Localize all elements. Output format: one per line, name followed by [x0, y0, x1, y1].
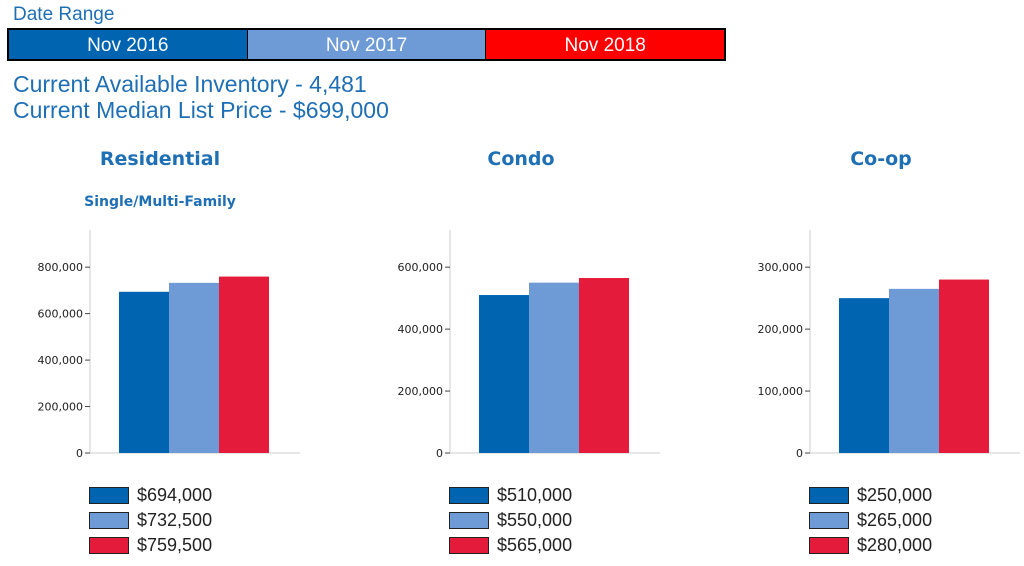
y-tick-label: 0 [436, 447, 443, 460]
y-tick-label: 600,000 [38, 308, 84, 321]
legend-label: $732,500 [137, 510, 213, 530]
period-nov-2018[interactable]: Nov 2018 [485, 30, 725, 59]
y-tick-label: 800,000 [38, 261, 84, 274]
y-tick-label: 100,000 [758, 385, 804, 398]
legend-swatch [89, 487, 129, 504]
bar-nov-2016 [119, 291, 169, 453]
legend-item: $694,000 [89, 483, 212, 508]
legend-item: $550,000 [449, 508, 572, 533]
bar-nov-2018 [579, 278, 629, 453]
chart-title: Condo [487, 148, 555, 170]
chart-co-op: 0 100,000 200,000 300,000 [758, 230, 1020, 460]
y-tick-label: 200,000 [758, 323, 804, 336]
legend-label: $550,000 [497, 510, 573, 530]
legend-item: $732,500 [89, 508, 212, 533]
median-price-text: Current Median List Price - $699,000 [13, 97, 389, 123]
period-nov-2017[interactable]: Nov 2017 [246, 30, 486, 59]
legend-item: $265,000 [809, 508, 932, 533]
legend-swatch [449, 512, 489, 529]
bar-nov-2018 [219, 276, 269, 453]
y-tick-label: 400,000 [38, 354, 84, 367]
legend-swatch [809, 487, 849, 504]
legend-label: $694,000 [137, 485, 213, 505]
legend-label: $265,000 [857, 510, 933, 530]
y-tick-label: 0 [76, 447, 83, 460]
bar-nov-2017 [529, 282, 579, 453]
legend-item: $280,000 [809, 533, 932, 558]
legend-item: $250,000 [809, 483, 932, 508]
legend-item: $565,000 [449, 533, 572, 558]
legend-swatch [89, 537, 129, 554]
chart-title: Residential [99, 148, 221, 170]
legend-item: $510,000 [449, 483, 572, 508]
chart-condo: 0 200,000 400,000 600,000 [398, 230, 660, 460]
legend-swatch [809, 512, 849, 529]
bar-nov-2018 [939, 279, 989, 453]
bar-nov-2017 [889, 288, 939, 453]
period-nov-2016[interactable]: Nov 2016 [9, 30, 247, 59]
bar-nov-2016 [839, 298, 889, 453]
y-tick-label: 200,000 [38, 401, 84, 414]
legend-label: $759,500 [137, 535, 213, 555]
legend-item: $759,500 [89, 533, 212, 558]
y-tick-label: 400,000 [398, 323, 444, 336]
date-range-bar: Nov 2016 Nov 2017 Nov 2018 [7, 28, 726, 61]
chart-subtitle: Single/Multi-Family [84, 194, 236, 210]
chart-residential: 0 200,000 400,000 600,000 800,000 [38, 230, 300, 460]
y-tick-label: 0 [796, 447, 803, 460]
bar-nov-2017 [169, 282, 219, 453]
date-range-label: Date Range [13, 4, 115, 25]
bar-nov-2016 [479, 295, 529, 453]
inventory-text: Current Available Inventory - 4,481 [13, 71, 367, 97]
legend-swatch [449, 487, 489, 504]
legend-label: $510,000 [497, 485, 573, 505]
legend-swatch [449, 537, 489, 554]
legend-label: $565,000 [497, 535, 573, 555]
chart-title: Co-op [850, 148, 912, 170]
legend-swatch [89, 512, 129, 529]
legend-label: $250,000 [857, 485, 933, 505]
legend-swatch [809, 537, 849, 554]
y-tick-label: 600,000 [398, 261, 444, 274]
y-tick-label: 300,000 [758, 261, 804, 274]
legend-label: $280,000 [857, 535, 933, 555]
y-tick-label: 200,000 [398, 385, 444, 398]
